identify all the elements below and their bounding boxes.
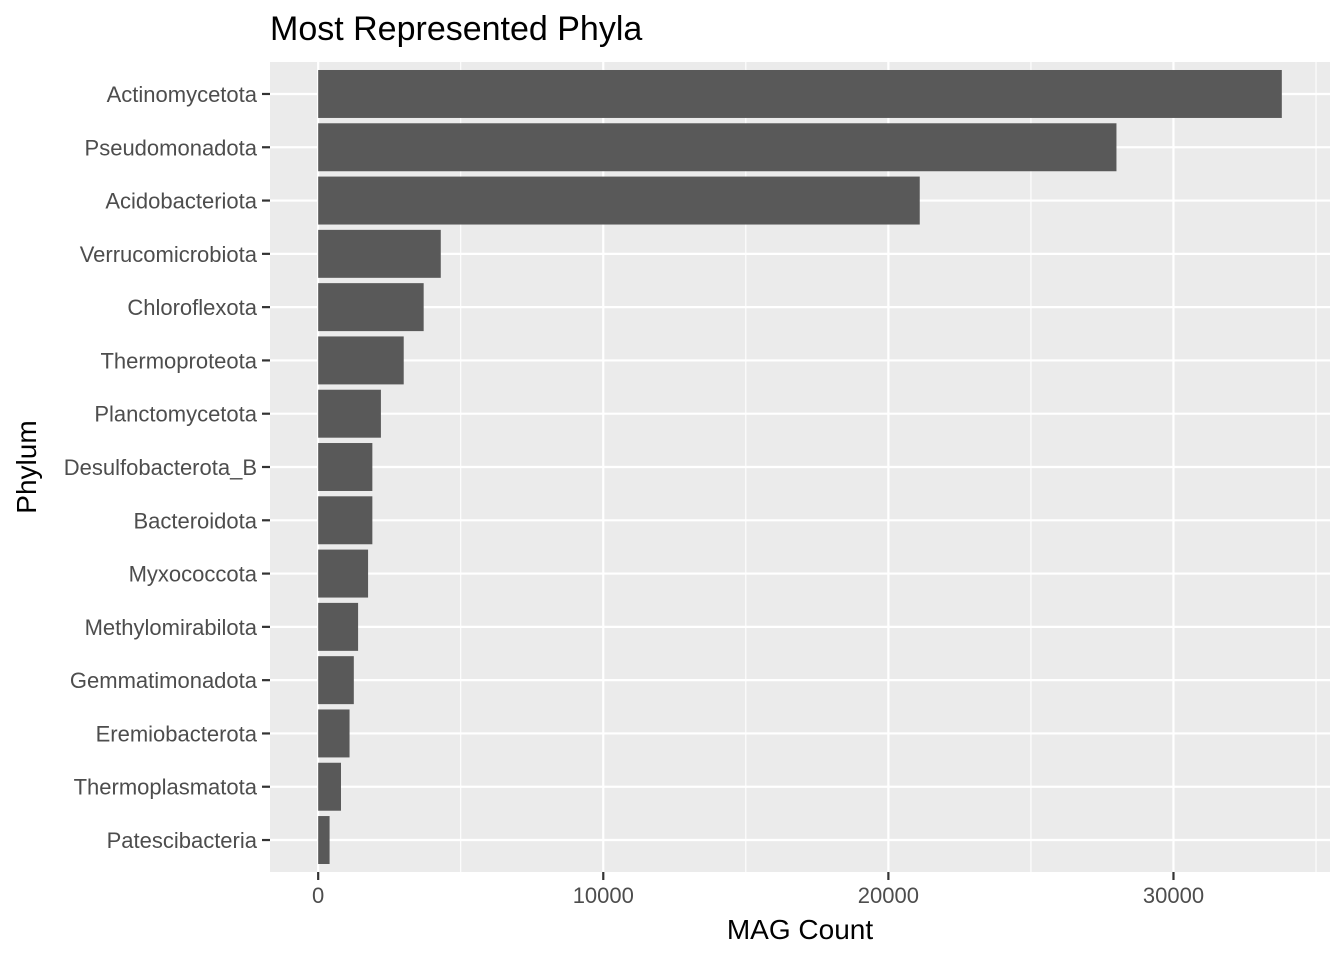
bar — [318, 816, 330, 865]
bar — [318, 336, 404, 385]
y-tick-label: Methylomirabilota — [85, 615, 258, 640]
bar — [318, 496, 373, 545]
y-axis-title: Phylum — [11, 420, 42, 513]
y-tick-label: Acidobacteriota — [105, 189, 257, 214]
bar — [318, 443, 373, 491]
y-tick-label: Planctomycetota — [94, 402, 257, 427]
bar — [318, 176, 920, 225]
x-tick-label: 10000 — [573, 883, 634, 908]
bar — [318, 602, 359, 651]
x-tick-label: 20000 — [858, 883, 919, 908]
y-tick-label: Gemmatimonadota — [70, 668, 258, 693]
bar — [318, 283, 424, 332]
bars — [318, 69, 1282, 865]
bar — [318, 123, 1117, 172]
x-tick-label: 30000 — [1143, 883, 1204, 908]
y-tick-label: Eremiobacterota — [96, 721, 258, 746]
y-tick-label: Desulfobacterota_B — [64, 455, 257, 480]
x-axis-title: MAG Count — [727, 914, 873, 945]
bar — [318, 69, 1282, 118]
y-tick-label: Myxococcota — [129, 562, 258, 587]
chart-title: Most Represented Phyla — [270, 10, 642, 48]
y-tick-label: Verrucomicrobiota — [80, 242, 258, 267]
y-tick-label: Actinomycetota — [107, 82, 258, 107]
y-tick-label: Bacteroidota — [133, 508, 257, 533]
y-tick-label: Thermoproteota — [100, 348, 257, 373]
y-tick-label: Pseudomonadota — [85, 135, 258, 160]
x-axis: 0 10000 20000 30000 — [312, 872, 1204, 908]
bar — [318, 549, 369, 598]
y-tick-label: Chloroflexota — [127, 295, 257, 320]
x-tick-label: 0 — [312, 883, 324, 908]
y-axis: Actinomycetota Pseudomonadota Acidobacteri… — [64, 82, 270, 853]
bar — [318, 709, 350, 758]
bar — [318, 389, 381, 438]
y-tick-label: Patescibacteria — [107, 828, 258, 853]
bar — [318, 229, 441, 278]
y-tick-label: Thermoplasmatota — [74, 775, 258, 800]
bar — [318, 656, 354, 705]
bar — [318, 762, 341, 811]
